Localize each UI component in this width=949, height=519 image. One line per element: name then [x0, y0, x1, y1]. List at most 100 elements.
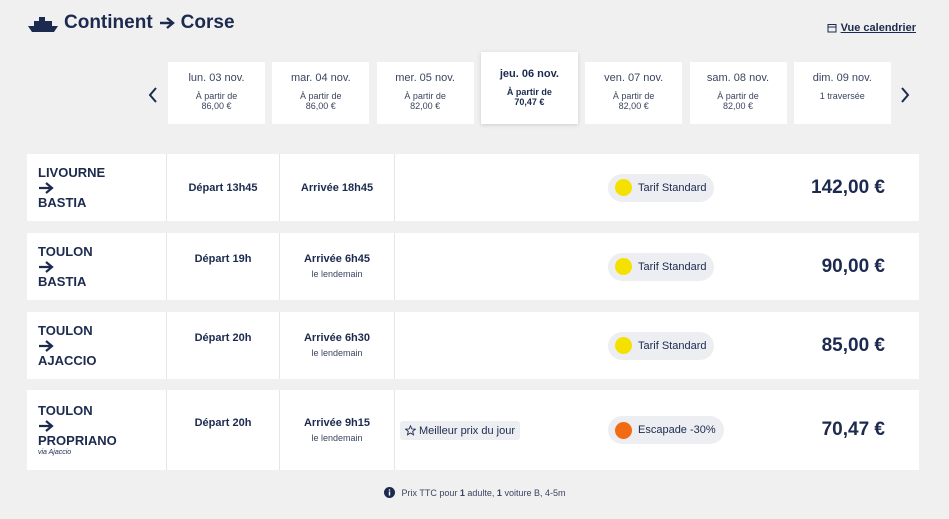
date-label: 1 traversée — [819, 91, 865, 101]
title: Continent Corse — [64, 12, 235, 34]
footer-text: Prix TTC pour 1 adulte, 1 voiture B, 4-5… — [402, 488, 566, 498]
crossing-row[interactable]: TOULON PROPRIANO via Ajaccio Départ 20h Arri… — [27, 390, 919, 470]
route-arrow — [39, 339, 54, 352]
departure-time: Départ 20h — [194, 332, 252, 344]
footer: Prix TTC pour 1 adulte, 1 voiture B, 4-5… — [0, 487, 949, 498]
arrival-time: Arrivée 6h30 — [303, 332, 371, 344]
arrival: Arrivée 9h15 le lendemain — [280, 390, 395, 470]
date-price: 82,00 € — [618, 101, 649, 111]
route: TOULON AJACCIO — [27, 312, 167, 379]
date-price: 82,00 € — [722, 101, 754, 111]
date-day: ven. 07 nov. — [604, 72, 664, 84]
tariff: Tarif Standard — [608, 173, 715, 202]
date-price: 86,00 € — [305, 101, 336, 111]
date-card[interactable]: jeu. 06 nov. À partir de 70,47 € — [480, 52, 578, 124]
tariff: Escapade -30% — [608, 416, 724, 444]
date-label: À partir de — [300, 91, 342, 101]
calendar-icon — [827, 24, 837, 33]
departure: Départ 20h — [167, 312, 280, 379]
departure: Départ 19h — [167, 233, 280, 300]
departure-time: Départ 19h — [194, 253, 252, 265]
badge-text: Meilleur prix du jour — [419, 424, 515, 437]
route-from: TOULON — [38, 403, 93, 418]
date-label: À partir de — [612, 91, 655, 101]
route-arrow — [39, 181, 54, 194]
route-arrow — [39, 420, 54, 432]
tariff: Tarif Standard — [608, 252, 715, 281]
arrival-note: le lendemain — [311, 269, 363, 279]
arrival-note: le lendemain — [311, 348, 363, 358]
route-from: TOULON — [38, 322, 93, 338]
route-arrow — [39, 260, 54, 273]
footer-part: Prix TTC pour — [401, 487, 460, 498]
departure: Départ 13h45 — [167, 154, 280, 221]
date-label: À partir de — [404, 91, 446, 101]
route: TOULON BASTIA — [27, 233, 167, 300]
date-card[interactable]: dim. 09 nov. 1 traversée — [793, 62, 891, 124]
arrival-time: Arrivée 9h15 — [303, 416, 371, 429]
footer-part: 1 — [496, 487, 502, 498]
date-day: lun. 03 nov. — [188, 72, 245, 84]
route-to: PROPRIANO — [38, 433, 117, 448]
route-to: BASTIA — [38, 273, 87, 289]
arrival-time: Arrivée 6h45 — [303, 253, 371, 265]
footer-part: adulte, — [464, 487, 497, 498]
date-card[interactable]: ven. 07 nov. À partir de 82,00 € — [585, 62, 683, 124]
arrival-time: Arrivée 18h45 — [300, 181, 374, 194]
price: 85,00 € — [821, 334, 885, 356]
tariff-dot — [615, 337, 632, 354]
title-to: Corse — [180, 12, 235, 33]
route-from: LIVOURNE — [38, 164, 106, 180]
arrow-icon — [159, 17, 175, 29]
tariff-name: Tarif Standard — [638, 181, 707, 194]
date-card[interactable]: mer. 05 nov. À partir de 82,00 € — [376, 62, 474, 124]
prev-button[interactable] — [146, 86, 160, 104]
date-label: À partir de — [717, 91, 759, 101]
date-day: mar. 04 nov. — [290, 72, 351, 84]
departure-time: Départ 20h — [194, 416, 252, 429]
next-button[interactable] — [898, 86, 912, 104]
date-card[interactable]: mar. 04 nov. À partir de 86,00 € — [272, 62, 370, 124]
date-day: dim. 09 nov. — [812, 72, 872, 84]
route-via: via Ajaccio — [38, 449, 72, 456]
arrival: Arrivée 6h45 le lendemain — [280, 233, 395, 300]
footer-part: voiture B, 4-5m — [501, 487, 566, 498]
crossing-row[interactable]: TOULON BASTIA Départ 19h Arrivée 6h45 le len… — [27, 233, 919, 300]
tariff: Tarif Standard — [608, 331, 715, 360]
crossing-row[interactable]: TOULON AJACCIO Départ 20h Arrivée 6h30 le le… — [27, 312, 919, 379]
date-price: 70,47 € — [514, 97, 545, 107]
price: 90,00 € — [821, 255, 885, 277]
arrival: Arrivée 6h30 le lendemain — [280, 312, 395, 379]
price: 142,00 € — [811, 176, 885, 198]
tariff-name: Escapade -30% — [638, 424, 716, 436]
price: 70,47 € — [821, 419, 885, 440]
date-label: À partir de — [195, 91, 238, 101]
arrival: Arrivée 18h45 — [280, 154, 395, 221]
tariff-name: Tarif Standard — [638, 260, 707, 273]
title-from: Continent — [64, 12, 153, 33]
departure-time: Départ 13h45 — [188, 181, 258, 194]
date-card[interactable]: lun. 03 nov. À partir de 86,00 € — [168, 62, 265, 124]
date-card[interactable]: sam. 08 nov. À partir de 82,00 € — [689, 62, 787, 124]
star-icon — [405, 425, 416, 436]
calendar-link[interactable]: Vue calendrier — [827, 22, 916, 34]
departure: Départ 20h — [167, 390, 280, 470]
date-day: sam. 08 nov. — [706, 72, 770, 84]
date-price: 86,00 € — [201, 101, 232, 111]
best-price-badge: Meilleur prix du jour — [400, 421, 520, 440]
arrival-note: le lendemain — [311, 432, 363, 443]
date-day: mer. 05 nov. — [395, 72, 455, 84]
date-label: À partir de — [506, 87, 552, 97]
calendar-link-text: Vue calendrier — [840, 22, 916, 34]
route: LIVOURNE BASTIA — [27, 154, 167, 221]
crossing-row[interactable]: LIVOURNE BASTIA Départ 13h45 Arrivée 18h45 T… — [27, 154, 919, 221]
tariff-dot — [615, 421, 632, 439]
route: TOULON PROPRIANO via Ajaccio — [27, 390, 167, 470]
tariff-dot — [615, 179, 632, 196]
date-day: jeu. 06 nov. — [499, 68, 559, 80]
tariff-name: Tarif Standard — [638, 339, 707, 352]
date-price: 82,00 € — [410, 101, 441, 111]
route-to: AJACCIO — [38, 352, 97, 368]
footer-part: 1 — [459, 487, 465, 498]
